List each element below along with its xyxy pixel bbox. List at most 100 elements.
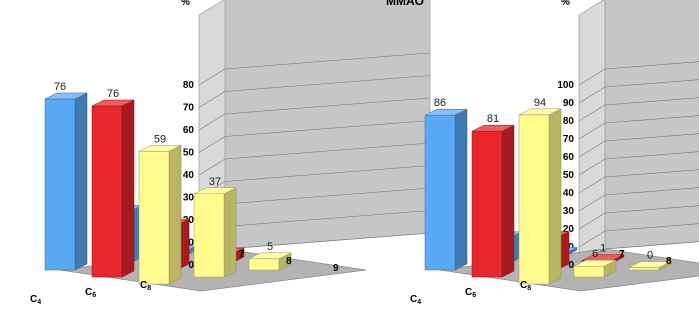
y-tick-label: 30: [183, 193, 195, 204]
y-tick-label: 0: [188, 260, 194, 271]
bar-front: [573, 265, 605, 278]
category-subscript: 8: [527, 285, 531, 292]
bar-9-c4: 59: [138, 133, 182, 285]
gridline-back: [224, 142, 431, 160]
side-wall: [578, 0, 606, 266]
gridline-back: [604, 205, 699, 214]
gridline-back: [224, 52, 431, 70]
bar-top: [248, 252, 292, 260]
y-tick-label: 80: [563, 116, 575, 127]
category-label: C6: [85, 287, 96, 299]
gridline-back: [224, 210, 431, 227]
bar-7-c4: 76: [44, 81, 88, 271]
data-label: 76: [54, 81, 66, 93]
bar-side: [74, 92, 88, 271]
gridline-back: [604, 133, 699, 142]
bar-9-c8: 0: [628, 250, 672, 271]
chart-panel-mmao: 01020304050607080%MMAO542372023597676C4C…: [30, 0, 431, 306]
gridline-side: [578, 194, 606, 212]
bar-front: [138, 151, 170, 285]
series-label: 8: [286, 256, 292, 267]
gridline-side: [198, 91, 226, 108]
category-subscript: 4: [37, 299, 41, 306]
series-label: 8: [666, 256, 672, 267]
bar-front: [248, 258, 280, 271]
back-wall: [224, 0, 431, 250]
y-tick-label: 100: [557, 80, 574, 91]
y-tick-label: 0: [568, 260, 574, 271]
data-label: 0: [647, 250, 653, 262]
bar-front: [424, 114, 456, 271]
bar-top: [573, 259, 617, 267]
bar-top: [471, 124, 515, 132]
series-label: 9: [333, 263, 339, 274]
bar-top: [91, 99, 135, 107]
gridline-back: [604, 97, 699, 106]
bar-side: [168, 144, 182, 285]
series-label: 7: [619, 249, 625, 260]
data-label: 94: [534, 97, 546, 109]
category-label: C8: [520, 280, 531, 292]
y-tick-label: 20: [563, 224, 575, 235]
bar-side: [121, 99, 135, 278]
bar-9-c6: 37: [193, 176, 237, 278]
series-label: 7: [239, 249, 245, 260]
bar-side: [454, 108, 468, 271]
gridline-back: [604, 61, 699, 70]
gridline-back: [224, 187, 431, 205]
bar-top: [518, 108, 562, 116]
gridline-side: [578, 158, 606, 176]
data-label: 76: [107, 88, 119, 100]
gridline-back: [604, 169, 699, 178]
panel-title: MMAO: [386, 0, 424, 8]
gridline-back: [224, 97, 431, 115]
gridline-back: [604, 241, 699, 250]
bar-front: [44, 98, 76, 271]
bar-8-c4: 76: [91, 88, 135, 278]
gridline-side: [198, 158, 226, 176]
data-label: 6: [592, 248, 598, 260]
gridline-back: [604, 223, 699, 232]
category-subscript: 6: [92, 292, 96, 299]
gridline-back: [224, 232, 431, 250]
gridline-back: [224, 165, 431, 182]
gridline-side: [578, 86, 606, 104]
gridline-side: [578, 230, 606, 248]
data-label: 1: [600, 243, 606, 255]
y-tick-label: 70: [183, 103, 195, 114]
bar-top: [193, 187, 237, 195]
bar-front: [518, 114, 550, 285]
bar-7-c4: 86: [424, 97, 468, 271]
y-tick-label: 80: [183, 80, 195, 91]
gridline-side: [578, 212, 606, 230]
category-subscript: 6: [472, 292, 476, 299]
bar-9-c4: 94: [518, 97, 562, 285]
category-subscript: 4: [417, 299, 421, 306]
y-tick-label: 30: [563, 206, 575, 217]
y-tick-label: 40: [563, 188, 575, 199]
bar-front: [91, 105, 123, 278]
bar-9-c6: 6: [573, 248, 617, 278]
y-tick-label: 60: [563, 152, 575, 163]
gridline-back: [604, 187, 699, 196]
bar-front: [471, 130, 503, 278]
gridline-side: [198, 68, 226, 86]
gridline-side: [198, 113, 226, 131]
bar-top: [44, 92, 88, 100]
y-tick-label: 70: [563, 134, 575, 145]
gridline-side: [578, 104, 606, 122]
data-label: 81: [487, 113, 499, 125]
category-label: C4: [410, 294, 421, 306]
bar-front: [628, 267, 660, 271]
gridline-side: [198, 136, 226, 153]
gridline-back: [224, 75, 431, 92]
category-label: C4: [30, 294, 41, 306]
gridline-side: [578, 140, 606, 158]
bar-8-c4: 81: [471, 113, 515, 278]
category-label: C8: [140, 280, 151, 292]
data-label: 5: [267, 241, 273, 253]
y-axis-unit: %: [561, 0, 570, 8]
y-tick-label: 50: [563, 170, 575, 181]
chart-panel-deac: 0102030405060708090100%DEAC0106181494818…: [410, 0, 699, 306]
